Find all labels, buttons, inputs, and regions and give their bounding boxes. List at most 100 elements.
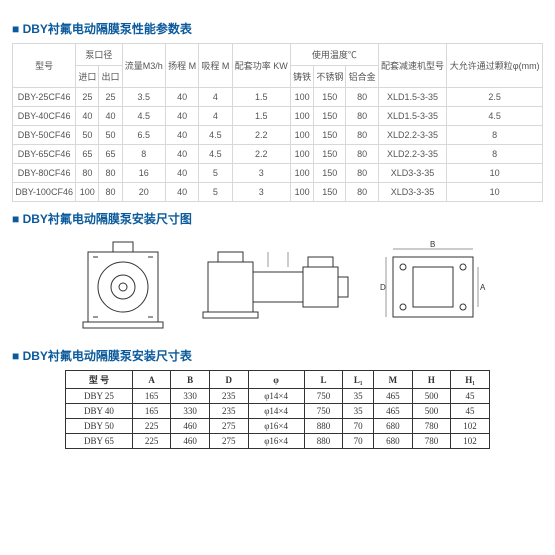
- cell: DBY-65CF46: [13, 145, 76, 164]
- cell: 40: [165, 126, 198, 145]
- th-in: 进口: [76, 66, 99, 88]
- dh-m: 型 号: [66, 371, 133, 389]
- cell: 5: [199, 164, 232, 183]
- cell: 1.5: [232, 107, 290, 126]
- svg-text:A: A: [480, 283, 486, 292]
- cell: 3: [232, 183, 290, 202]
- dh-L1: L₁: [343, 371, 374, 389]
- th-flow: 流量M3/h: [122, 44, 165, 88]
- cell: 10: [447, 164, 543, 183]
- th-t3: 铝合金: [346, 66, 378, 88]
- cell: 150: [314, 164, 346, 183]
- table-row: DBY 65225460275φ16×488070680780102: [66, 434, 490, 449]
- cell: 80: [346, 145, 378, 164]
- th-temp: 使用温度℃: [290, 44, 378, 66]
- cell: 45: [451, 404, 490, 419]
- cell: 35: [343, 404, 374, 419]
- cell: 40: [165, 183, 198, 202]
- cell: 100: [290, 183, 313, 202]
- cell: DBY 65: [66, 434, 133, 449]
- cell: 80: [346, 183, 378, 202]
- cell: 150: [314, 107, 346, 126]
- cell: 3: [232, 164, 290, 183]
- dh-L: L: [304, 371, 343, 389]
- cell: 680: [374, 419, 413, 434]
- th-head: 扬程 M: [165, 44, 198, 88]
- cell: 275: [209, 419, 248, 434]
- cell: 35: [343, 389, 374, 404]
- cell: 150: [314, 145, 346, 164]
- table-row: DBY 40165330235φ14×47503546550045: [66, 404, 490, 419]
- th-t2: 不锈钢: [314, 66, 346, 88]
- cell: DBY-100CF46: [13, 183, 76, 202]
- cell: 4: [199, 88, 232, 107]
- cell: 8: [122, 145, 165, 164]
- pump-top-view: B D A: [378, 237, 488, 337]
- cell: XLD1.5-3-35: [378, 88, 447, 107]
- cell: 750: [304, 389, 343, 404]
- th-suction: 吸程 M: [199, 44, 232, 88]
- cell: 465: [374, 404, 413, 419]
- cell: φ14×4: [248, 404, 304, 419]
- cell: 80: [99, 183, 122, 202]
- cell: 40: [165, 145, 198, 164]
- cell: 4.5: [447, 107, 543, 126]
- cell: 4.5: [122, 107, 165, 126]
- cell: 880: [304, 434, 343, 449]
- cell: 4.5: [199, 145, 232, 164]
- cell: 25: [76, 88, 99, 107]
- cell: 40: [76, 107, 99, 126]
- cell: 780: [412, 434, 451, 449]
- cell: DBY-80CF46: [13, 164, 76, 183]
- th-particle: 大允许通过颗粒φ(mm): [447, 44, 543, 88]
- cell: 70: [343, 434, 374, 449]
- dh-M: M: [374, 371, 413, 389]
- table-row: DBY-50CF4650506.5404.52.210015080XLD2.2-…: [13, 126, 543, 145]
- cell: 40: [165, 88, 198, 107]
- svg-text:B: B: [430, 240, 435, 249]
- cell: 8: [447, 145, 543, 164]
- table-row: DBY-100CF461008020405310015080XLD3-3-351…: [13, 183, 543, 202]
- cell: 50: [76, 126, 99, 145]
- dh-H1: H₁: [451, 371, 490, 389]
- cell: XLD1.5-3-35: [378, 107, 447, 126]
- cell: 80: [76, 164, 99, 183]
- cell: 100: [290, 145, 313, 164]
- cell: 6.5: [122, 126, 165, 145]
- cell: 65: [99, 145, 122, 164]
- cell: 80: [346, 88, 378, 107]
- cell: 150: [314, 88, 346, 107]
- cell: φ16×4: [248, 434, 304, 449]
- table-row: DBY-25CF4625253.54041.510015080XLD1.5-3-…: [13, 88, 543, 107]
- cell: 16: [122, 164, 165, 183]
- th-reducer: 配套减速机型号: [378, 44, 447, 88]
- cell: 165: [132, 389, 171, 404]
- table-row: DBY-40CF4640404.54041.510015080XLD1.5-3-…: [13, 107, 543, 126]
- th-t1: 铸铁: [290, 66, 313, 88]
- dim-table-title: DBY衬氟电动隔膜泵安装尺寸表: [12, 347, 543, 364]
- cell: XLD3-3-35: [378, 164, 447, 183]
- perf-title: DBY衬氟电动隔膜泵性能参数表: [12, 20, 543, 37]
- cell: 40: [165, 107, 198, 126]
- cell: 330: [171, 389, 210, 404]
- cell: 25: [99, 88, 122, 107]
- cell: DBY-50CF46: [13, 126, 76, 145]
- svg-text:D: D: [380, 283, 386, 292]
- cell: 10: [447, 183, 543, 202]
- cell: 880: [304, 419, 343, 434]
- cell: 465: [374, 389, 413, 404]
- dim-table: 型 号 A B D φ L L₁ M H H₁ DBY 25165330235φ…: [65, 370, 490, 449]
- cell: 102: [451, 434, 490, 449]
- cell: 80: [346, 164, 378, 183]
- dh-D: D: [209, 371, 248, 389]
- cell: 500: [412, 389, 451, 404]
- cell: 330: [171, 404, 210, 419]
- cell: DBY 40: [66, 404, 133, 419]
- cell: 4: [199, 107, 232, 126]
- cell: 4.5: [199, 126, 232, 145]
- cell: 80: [99, 164, 122, 183]
- cell: 150: [314, 183, 346, 202]
- cell: 40: [165, 164, 198, 183]
- pump-front-view: [68, 237, 178, 337]
- table-row: DBY 50225460275φ16×488070680780102: [66, 419, 490, 434]
